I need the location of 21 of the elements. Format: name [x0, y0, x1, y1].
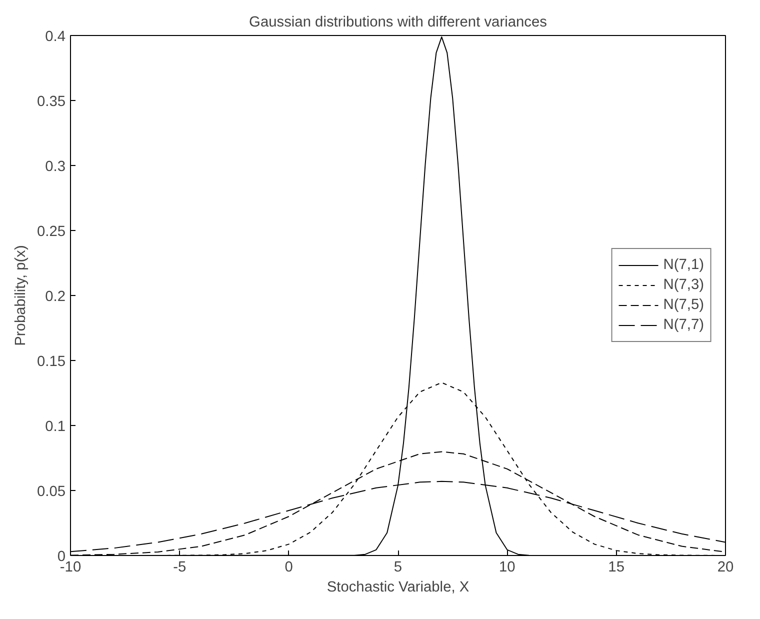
x-tick-label: 20	[717, 560, 734, 576]
x-tick-label: 5	[394, 560, 402, 576]
y-tick-label: 0.4	[45, 29, 66, 45]
legend-label: N(7,3)	[663, 277, 704, 293]
y-tick-label: 0.05	[36, 484, 66, 500]
x-tick-label: -5	[173, 560, 186, 576]
legend-label: N(7,1)	[663, 257, 704, 273]
y-axis-title: Probability, p(x)	[12, 245, 29, 346]
y-tick-label: 0.1	[45, 419, 66, 435]
y-tick-label: 0.3	[45, 159, 66, 175]
x-tick-label: 15	[608, 560, 624, 576]
y-tick-label: 0.15	[36, 354, 66, 370]
chart-title: Gaussian distributions with different variances	[249, 14, 547, 30]
legend-label: N(7,7)	[663, 317, 704, 333]
legend-label: N(7,5)	[663, 297, 704, 313]
y-tick-label: 0.2	[45, 289, 66, 305]
x-tick-label: 10	[499, 560, 516, 576]
x-tick-label: 0	[284, 560, 293, 576]
y-tick-label: 0.35	[36, 94, 66, 110]
x-axis-title: Stochastic Variable, X	[326, 580, 470, 596]
y-tick-label: 0.25	[36, 224, 66, 240]
